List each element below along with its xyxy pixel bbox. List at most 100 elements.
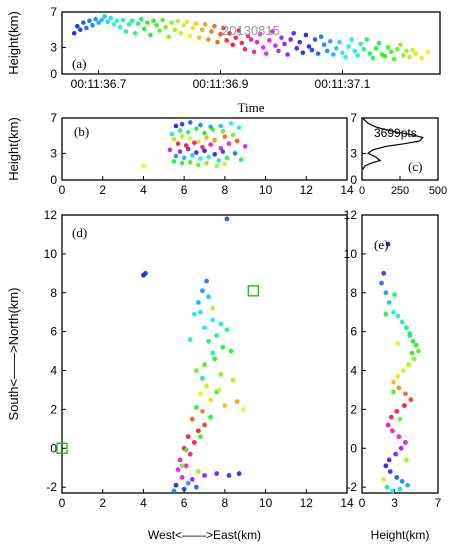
data-point bbox=[198, 391, 203, 397]
data-point bbox=[425, 49, 431, 55]
data-point bbox=[143, 270, 148, 276]
data-point bbox=[212, 356, 218, 362]
data-point bbox=[132, 30, 138, 36]
plot-frame bbox=[361, 214, 439, 494]
data-point bbox=[166, 34, 171, 40]
data-point bbox=[163, 24, 168, 30]
data-point bbox=[90, 22, 95, 28]
data-point bbox=[198, 434, 203, 440]
data-point bbox=[403, 391, 408, 397]
data-point bbox=[212, 23, 217, 29]
data-point bbox=[390, 488, 395, 494]
data-point bbox=[224, 327, 230, 333]
data-point bbox=[224, 216, 230, 222]
data-point bbox=[212, 137, 217, 143]
data-point bbox=[383, 311, 389, 317]
data-point bbox=[218, 31, 223, 37]
data-point bbox=[397, 486, 403, 492]
data-point bbox=[397, 416, 403, 422]
data-point bbox=[226, 141, 232, 146]
data-point bbox=[400, 368, 406, 373]
y-tick-label: 6 bbox=[50, 325, 57, 339]
data-point bbox=[187, 120, 193, 125]
data-point bbox=[108, 15, 114, 21]
data-point bbox=[208, 397, 214, 403]
data-point bbox=[416, 348, 421, 354]
data-point bbox=[300, 50, 306, 56]
data-point bbox=[193, 368, 199, 373]
data-point bbox=[309, 47, 315, 53]
data-point bbox=[179, 463, 185, 469]
y-tick-label: 7 bbox=[50, 5, 57, 19]
data-point bbox=[157, 28, 162, 33]
data-point bbox=[408, 397, 414, 403]
data-point bbox=[202, 130, 207, 136]
data-point bbox=[236, 125, 242, 131]
data-point bbox=[391, 56, 397, 62]
station-marker bbox=[247, 285, 260, 297]
data-point bbox=[395, 373, 401, 379]
data-point bbox=[257, 31, 263, 37]
x-axis-label: Time bbox=[238, 100, 265, 115]
data-point bbox=[200, 408, 205, 414]
panel-tag: (a) bbox=[72, 56, 86, 71]
y-tick-label: 3 bbox=[50, 146, 57, 160]
data-point bbox=[394, 408, 400, 414]
x-tick-label: 0 bbox=[59, 183, 66, 197]
data-point bbox=[196, 35, 202, 40]
y-tick-label: -2 bbox=[46, 480, 57, 494]
panel-tag: (c) bbox=[408, 159, 422, 174]
data-point bbox=[184, 19, 190, 25]
data-point bbox=[177, 457, 183, 463]
data-point bbox=[222, 161, 228, 167]
x-tick-label: 8 bbox=[222, 496, 229, 510]
data-point bbox=[386, 300, 392, 305]
data-point bbox=[173, 482, 179, 488]
data-point bbox=[169, 20, 175, 25]
data-point bbox=[167, 147, 173, 153]
data-point bbox=[173, 153, 179, 159]
y-tick-label: 3 bbox=[50, 40, 57, 54]
data-point bbox=[210, 305, 216, 311]
data-point bbox=[189, 476, 195, 482]
panel-c-height-histogram: 0 250 500 0 3 7 (c) 3699pts bbox=[350, 111, 447, 197]
data-point bbox=[202, 422, 207, 428]
x-tick-label: 250 bbox=[391, 185, 409, 197]
data-point bbox=[367, 51, 373, 56]
data-point bbox=[383, 290, 389, 296]
data-point bbox=[200, 288, 205, 294]
data-point bbox=[386, 457, 392, 463]
x-tick-label: 6 bbox=[181, 496, 188, 510]
data-point bbox=[413, 342, 419, 348]
data-point bbox=[331, 52, 336, 57]
data-point bbox=[410, 338, 416, 344]
data-point bbox=[171, 136, 177, 142]
y-tick-label: 7 bbox=[350, 111, 357, 125]
data-point bbox=[148, 32, 153, 38]
data-point bbox=[343, 54, 348, 60]
data-point bbox=[370, 55, 376, 61]
data-point bbox=[154, 22, 159, 28]
data-point bbox=[202, 22, 208, 27]
x-tick-label: 4 bbox=[140, 183, 147, 197]
plot-frame bbox=[61, 11, 441, 75]
data-point bbox=[99, 17, 104, 23]
data-point bbox=[177, 128, 183, 133]
y-tick-label: 12 bbox=[44, 208, 58, 222]
data-point bbox=[385, 241, 391, 247]
data-point bbox=[251, 49, 257, 55]
x-tick-label: 10 bbox=[259, 496, 273, 510]
y-tick-label: 12 bbox=[344, 208, 358, 222]
data-point bbox=[391, 389, 396, 395]
x-tick-label: 6 bbox=[181, 183, 188, 197]
data-point bbox=[334, 46, 339, 51]
data-point bbox=[202, 325, 207, 331]
y-tick-label: 10 bbox=[44, 247, 58, 261]
data-point bbox=[194, 150, 199, 155]
y-tick-label: 8 bbox=[350, 286, 357, 300]
data-point bbox=[385, 422, 391, 428]
data-point bbox=[214, 471, 220, 476]
data-point bbox=[208, 414, 214, 420]
y-tick-label: 2 bbox=[350, 402, 357, 416]
